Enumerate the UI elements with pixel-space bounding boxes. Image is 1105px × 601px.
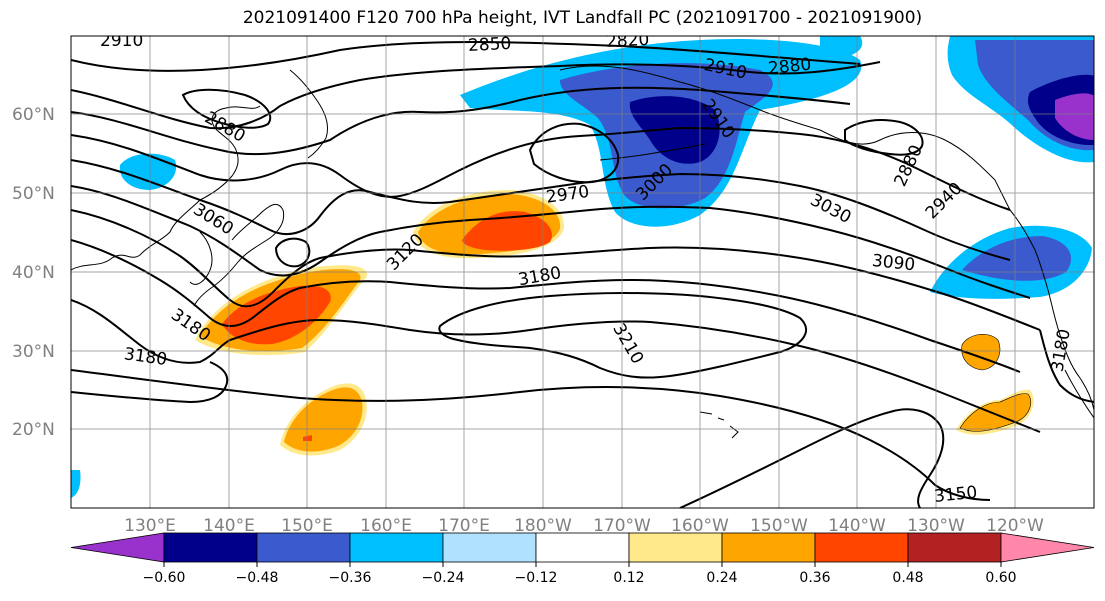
- colorbar-swatch: [256, 532, 351, 563]
- coast-na-west: [1009, 209, 1094, 411]
- ivt-negative-shading: [71, 36, 1094, 498]
- lat-label-50n: 50°N: [12, 184, 55, 204]
- colorbar-swatch: [907, 532, 1002, 563]
- gridlines: [71, 36, 1094, 508]
- lon-label-140e: 140°E: [203, 516, 255, 536]
- lon-label-120w: 120°W: [986, 516, 1044, 536]
- longitude-axis: 130°E 140°E 150°E 160°E 170°E 180°W 170°…: [124, 516, 1044, 536]
- colorbar-tick-label: 0.36: [799, 570, 830, 586]
- contour-2880-north: [71, 61, 881, 130]
- colorbar-tick-label: 0.60: [985, 570, 1016, 586]
- contour-label-2820: 2820: [606, 30, 650, 52]
- ivt-royal-pnw: [962, 236, 1072, 281]
- colorbar-tick-label: 0.48: [892, 570, 923, 586]
- lon-label-170w: 170°W: [593, 516, 651, 536]
- contour-2940: [71, 126, 1011, 211]
- contour-bering-low: [844, 119, 924, 156]
- ivt-red-japan: [222, 285, 331, 345]
- coast-alaska: [559, 65, 1011, 211]
- contour-3150: [679, 408, 945, 508]
- colorbar-swatch: [721, 532, 816, 563]
- coast-baja: [1064, 369, 1094, 419]
- ivt-navy-gulf-alaska: [629, 96, 720, 164]
- colorbar-tick-label: −0.36: [329, 570, 372, 586]
- lon-label-130w: 130°W: [907, 516, 965, 536]
- ivt-red-central: [462, 211, 552, 251]
- contour-label-2850: 2850: [468, 34, 512, 56]
- colorbar-extend-max: [1000, 532, 1095, 563]
- lon-label-160w: 160°W: [671, 516, 729, 536]
- colorbar-tick-label: −0.24: [422, 570, 465, 586]
- lon-label-170e: 170°E: [438, 516, 490, 536]
- ivt-blue-tiny: [71, 470, 81, 498]
- colorbar-swatch: [442, 532, 537, 563]
- map-frame: [70, 35, 1095, 509]
- hawaii-islands: [699, 411, 739, 439]
- lon-label-150w: 150°W: [750, 516, 808, 536]
- ivt-orange-south: [284, 387, 363, 452]
- colorbar-swatches: [70, 532, 1095, 563]
- ivt-purple-canada: [1055, 93, 1094, 140]
- lon-label-130e: 130°E: [124, 516, 176, 536]
- colorbar: −0.60 −0.48 −0.36 −0.24 −0.12 0.12 0.24 0.36 0.4…: [70, 532, 1095, 586]
- lat-label-40n: 40°N: [12, 263, 55, 283]
- coast-east-asia: [71, 105, 261, 271]
- latitude-axis: 60°N 50°N 40°N 30°N 20°N: [12, 105, 55, 440]
- lat-label-30n: 30°N: [12, 342, 55, 362]
- colorbar-tick-label: −0.60: [143, 570, 186, 586]
- contour-3120: [71, 239, 1021, 373]
- contour-japan-low: [274, 237, 311, 268]
- colorbar-swatch: [163, 532, 258, 563]
- colorbar-swatch: [349, 532, 444, 563]
- height-contours: [71, 41, 1094, 508]
- contour-label-2880-east: 2880: [767, 55, 812, 79]
- contour-3060: [71, 209, 1041, 331]
- map-title: 2021091400 F120 700 hPa height, IVT Land…: [242, 8, 923, 28]
- contour-3150-south: [71, 369, 991, 501]
- map-area: 2910 2850 2820 2910 2880 2880 2910 2970 …: [71, 30, 1094, 508]
- ivt-positive-shading: [195, 190, 1034, 456]
- colorbar-ticks: −0.60 −0.48 −0.36 −0.24 −0.12 0.12 0.24 0.36 0.4…: [143, 562, 1017, 586]
- colorbar-swatch: [628, 532, 723, 563]
- contour-label-2910-top: 2910: [100, 31, 143, 51]
- lon-label-140w: 140°W: [828, 516, 886, 536]
- contour-3000: [71, 185, 1031, 299]
- contour-label-3090: 3090: [871, 251, 916, 275]
- contour-3180-southwest: [71, 361, 229, 404]
- colorbar-tick-label: 0.24: [706, 570, 737, 586]
- ivt-blue-bering-top: [820, 36, 863, 58]
- colorbar-tick-label: −0.12: [515, 570, 558, 586]
- lon-label-160e: 160°E: [360, 516, 412, 536]
- contour-okhotsk-low: [181, 88, 272, 129]
- colorbar-tick-label: −0.48: [236, 570, 279, 586]
- ivt-blue-japan-sea: [119, 153, 177, 190]
- contour-label-3150: 3150: [933, 483, 978, 507]
- contour-3180-east: [1039, 329, 1094, 403]
- lat-label-20n: 20°N: [12, 420, 55, 440]
- colorbar-tick-label: 0.12: [613, 570, 644, 586]
- colorbar-swatch: [814, 532, 909, 563]
- colorbar-extend-min: [70, 532, 165, 563]
- lon-label-150e: 150°E: [281, 516, 333, 536]
- contour-3210: [438, 292, 808, 379]
- contour-alaska-low: [528, 122, 620, 184]
- coast-kamchatka: [289, 69, 329, 159]
- coast-korea: [189, 231, 213, 285]
- coastlines: [71, 65, 1094, 439]
- lon-label-180w: 180°W: [514, 516, 572, 536]
- lat-label-60n: 60°N: [12, 105, 55, 125]
- colorbar-swatch: [535, 532, 630, 563]
- contour-2970: [71, 159, 1011, 261]
- contour-3180: [71, 299, 1041, 433]
